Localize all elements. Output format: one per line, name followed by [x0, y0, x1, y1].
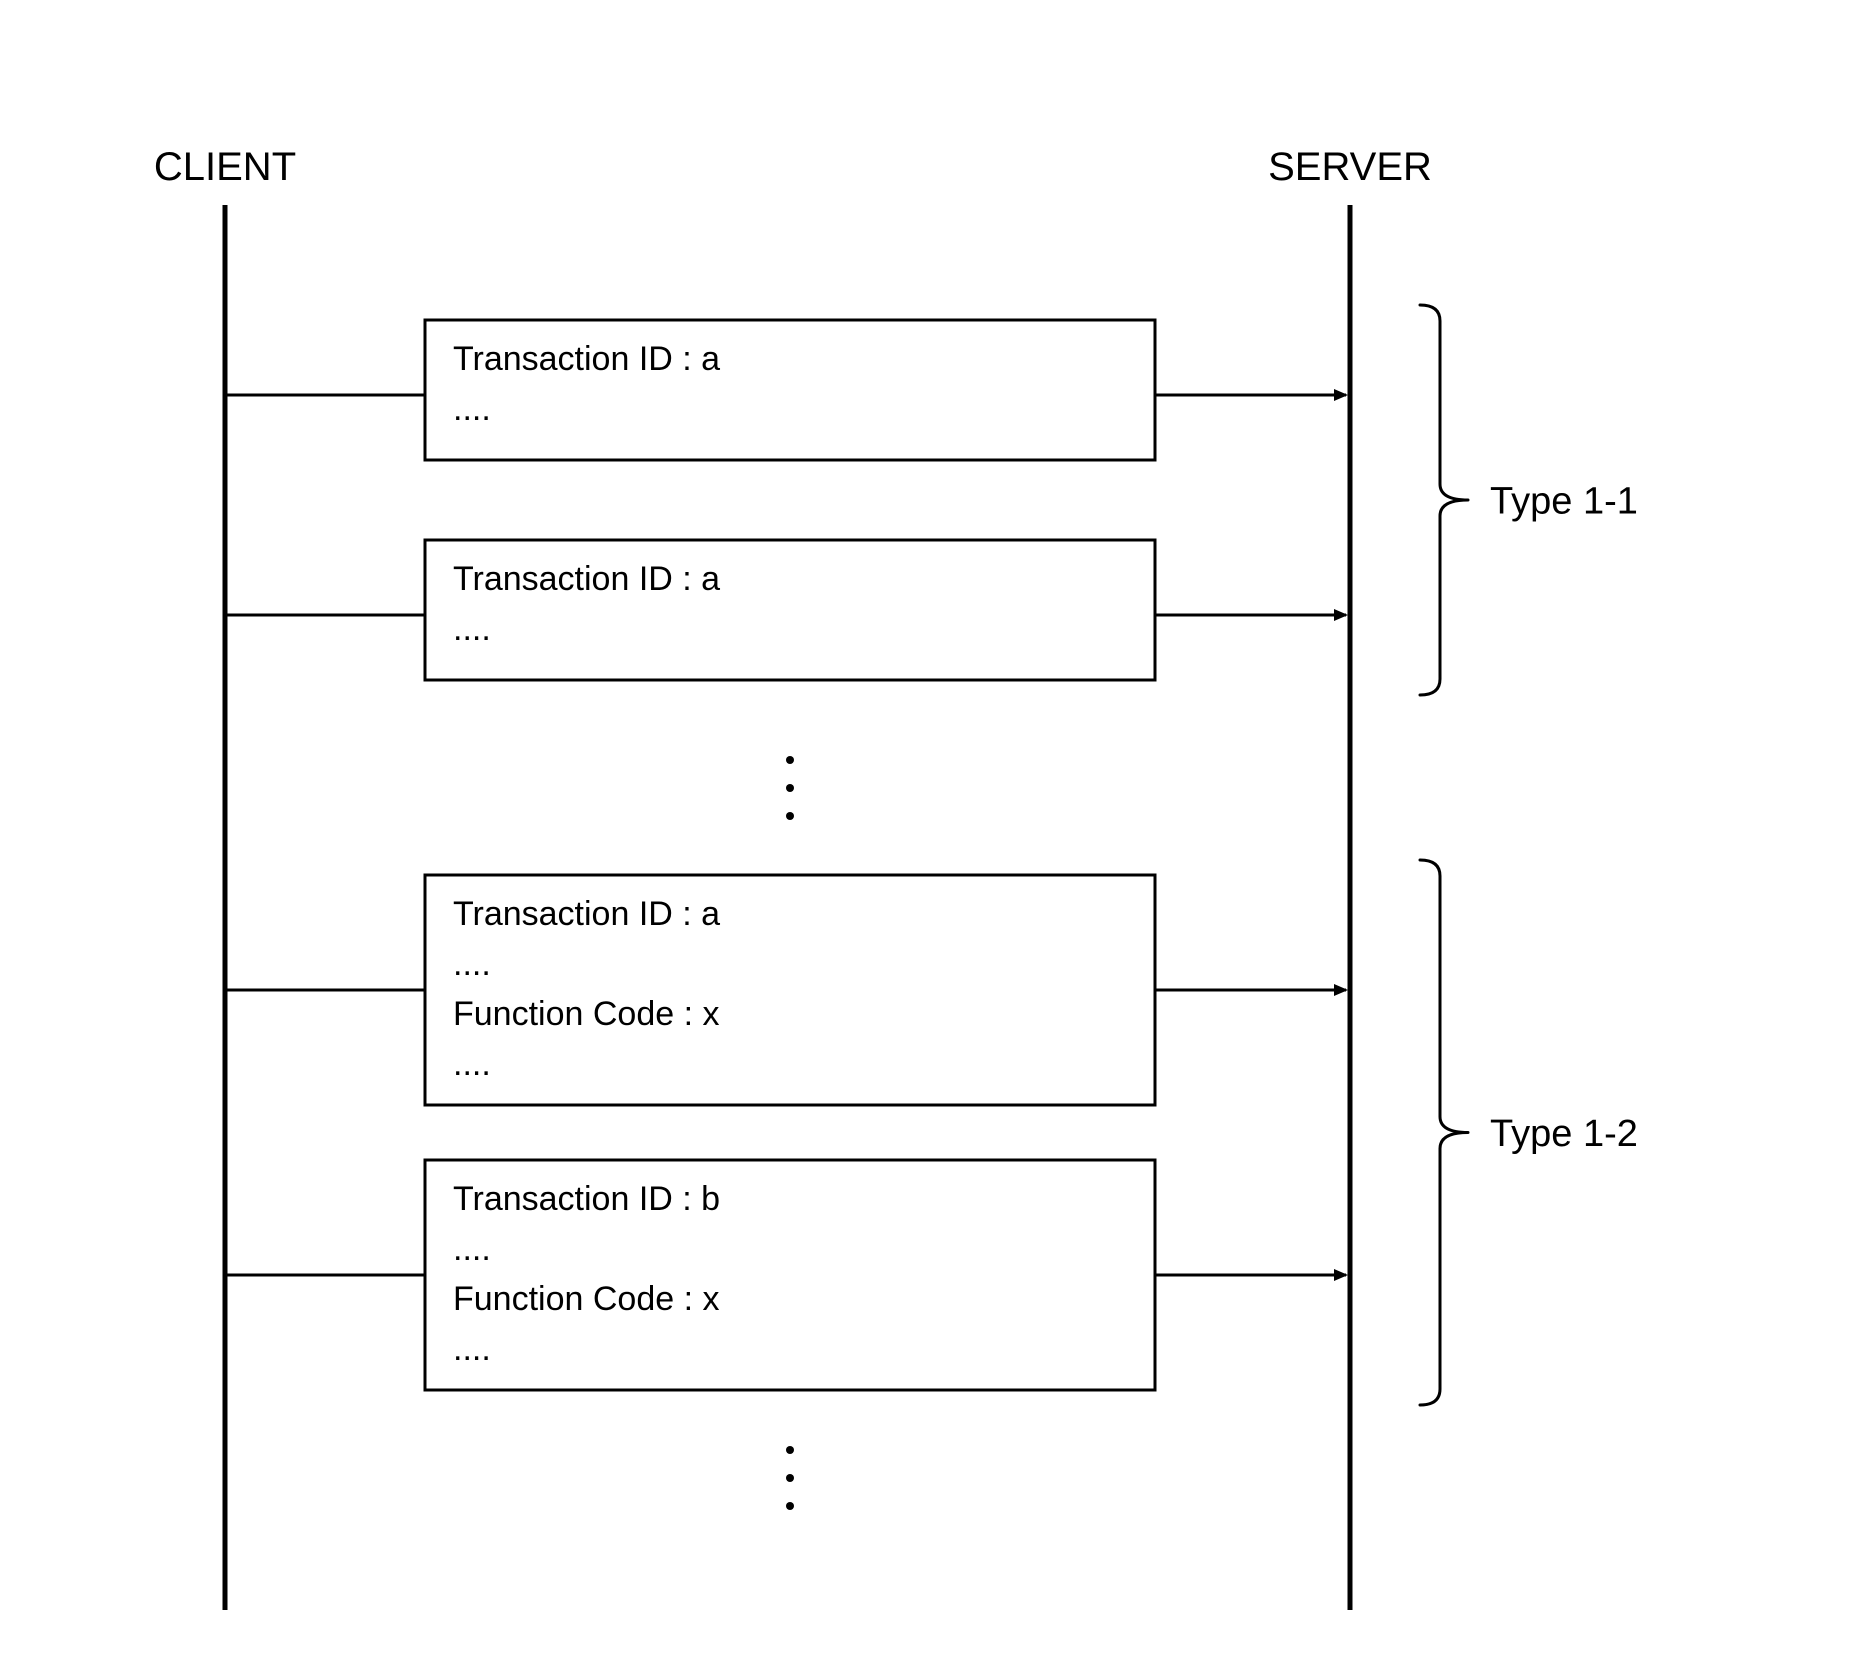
message-msg1-line-1: ....	[453, 390, 491, 428]
server-label: SERVER	[1268, 145, 1432, 189]
sequence-diagram: CLIENT SERVER Transaction ID : a.... Transa…	[0, 0, 1851, 1679]
message-msg3-line-1: ....	[453, 945, 491, 983]
brace-0-label: Type 1-1	[1490, 480, 1638, 522]
diagram-svg: CLIENT SERVER Transaction ID : a.... Transa…	[0, 0, 1851, 1679]
message-msg4-line-2: Function Code : x	[453, 1280, 719, 1318]
client-label: CLIENT	[154, 145, 296, 189]
message-msg2-line-0: Transaction ID : a	[453, 560, 720, 598]
message-msg1-line-0: Transaction ID : a	[453, 340, 720, 378]
message-msg2-line-1: ....	[453, 610, 491, 648]
brace-1-label: Type 1-2	[1490, 1113, 1638, 1155]
message-msg3-line-0: Transaction ID : a	[453, 895, 720, 933]
message-msg4-line-1: ....	[453, 1230, 491, 1268]
message-msg4-line-3: ....	[453, 1330, 491, 1368]
message-msg3-line-3: ....	[453, 1045, 491, 1083]
message-msg4-line-0: Transaction ID : b	[453, 1180, 720, 1218]
message-msg3-line-2: Function Code : x	[453, 995, 719, 1033]
